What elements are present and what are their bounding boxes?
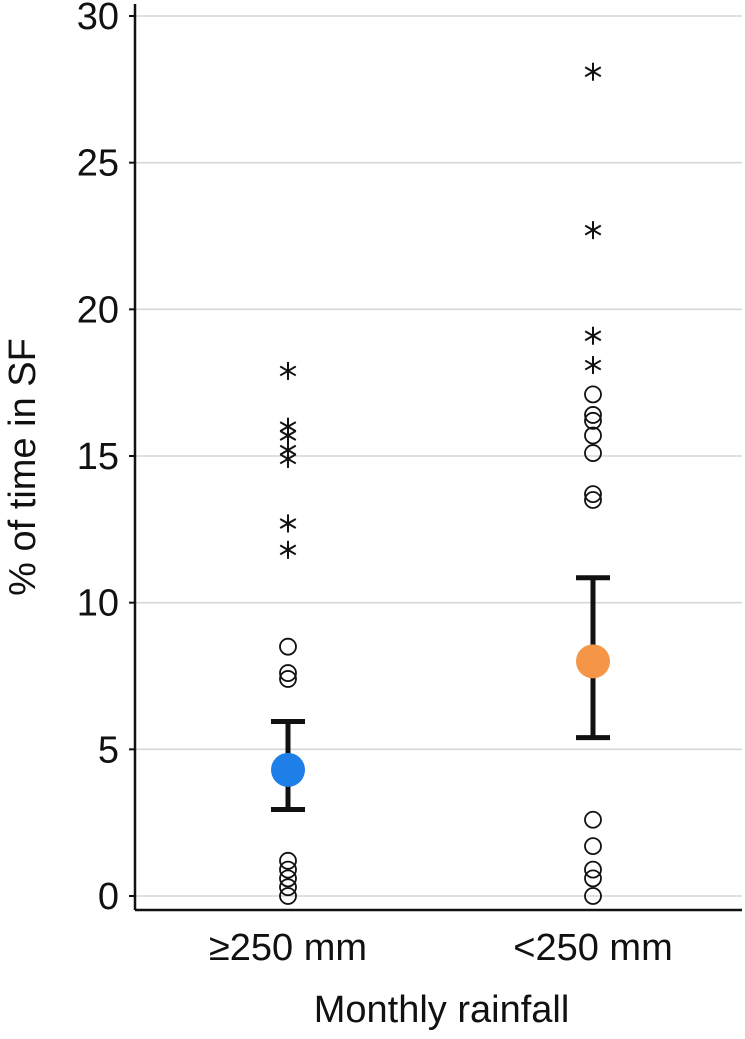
extreme-point-stroke [279, 518, 297, 529]
extreme-point-stroke [584, 66, 602, 78]
extreme-point [584, 62, 602, 81]
extreme-point [279, 514, 297, 533]
axes [129, 4, 742, 912]
x-category-label: ≥250 mm [209, 927, 367, 969]
y-tick-label: 0 [98, 876, 119, 918]
y-tick-label: 30 [77, 0, 119, 38]
outlier-point [584, 411, 602, 430]
mean-marker [271, 752, 305, 787]
y-tick-label: 10 [77, 583, 119, 625]
outlier-point [279, 670, 297, 688]
outlier-point [279, 851, 297, 870]
y-tick-label: 15 [77, 436, 119, 478]
outlier-point [584, 860, 602, 879]
extreme-point-stroke [584, 330, 602, 342]
extreme-point [279, 540, 297, 559]
y-axis-title: % of time in SF [2, 338, 44, 596]
y-tick-label: 20 [77, 289, 119, 331]
outlier-point [279, 878, 297, 897]
outlier-point [279, 637, 297, 656]
y-tick-label: 25 [77, 143, 119, 185]
outlier-point [279, 869, 297, 888]
extreme-point [584, 221, 602, 240]
outlier-point [584, 406, 602, 424]
extreme-point-stroke [584, 224, 602, 236]
grid-lines [135, 15, 742, 897]
outlier-point [584, 385, 602, 404]
extreme-point-stroke [279, 444, 297, 456]
outlier-point [584, 869, 602, 888]
extreme-point-stroke [584, 359, 602, 371]
x-category-label: <250 mm [513, 927, 672, 969]
outlier-point [584, 810, 602, 829]
extreme-point [584, 326, 602, 345]
x-axis-title: Monthly rainfall [314, 989, 570, 1031]
outlier-point [279, 664, 297, 682]
extreme-point [279, 361, 297, 380]
mean-marker [576, 644, 610, 679]
outlier-point [279, 887, 297, 905]
extreme-point-stroke [279, 365, 297, 377]
extreme-point-stroke [279, 421, 297, 433]
outlier-point [279, 860, 297, 879]
outlier-point [584, 485, 602, 504]
y-tick-labels: 0 5 10 15 20 25 30 [77, 0, 119, 918]
extreme-point [279, 417, 297, 436]
outlier-point [584, 491, 602, 509]
error-bars [271, 575, 610, 812]
outlier-point [584, 426, 602, 445]
x-category-labels: ≥250 mm <250 mm [209, 927, 673, 969]
extreme-point-stroke [279, 544, 297, 556]
outlier-point [584, 887, 602, 905]
y-tick-label: 5 [98, 729, 119, 771]
mean-markers [271, 644, 610, 787]
extreme-point [584, 356, 602, 375]
data-points [279, 62, 602, 905]
outlier-point [584, 837, 602, 856]
outlier-point [584, 444, 602, 462]
